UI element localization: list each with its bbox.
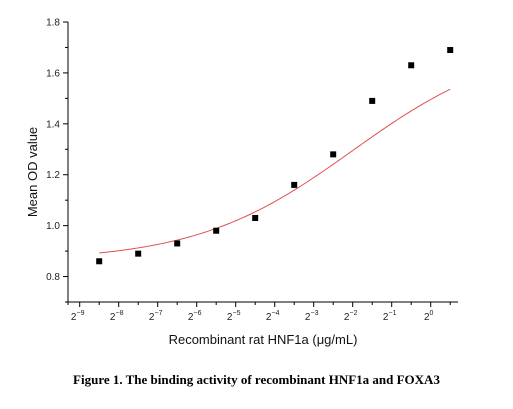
plot-area: 0.8 1.0 1.2 1.4 1.6 1.8 2−9 2−8 2−7 2−6 2−5 2−4 2−3… [46,18,458,323]
x-tick-label: 2−6 [188,310,202,323]
x-tick-label: 2−9 [71,310,85,323]
figure-caption: Figure 1. The binding activity of recomb… [73,372,440,387]
y-ticks: 0.8 1.0 1.2 1.4 1.6 1.8 [46,18,68,303]
data-points [96,47,454,265]
y-tick-label: 1.2 [46,170,60,181]
data-point [447,47,454,53]
data-point [291,181,298,188]
x-tick-label: 2−1 [383,310,397,323]
x-tick-label: 2−8 [110,310,124,323]
x-tick-label: 2−7 [149,310,163,323]
data-point [330,151,337,158]
y-tick-label: 0.8 [46,272,60,283]
data-point [408,62,415,69]
y-tick-label: 1.4 [46,119,60,130]
data-point [174,240,181,247]
data-point [213,227,220,234]
y-tick-label: 1.6 [46,68,60,79]
x-tick-label: 2−3 [305,310,319,323]
x-tick-label: 2−4 [266,310,280,323]
data-point [96,258,103,265]
y-tick-label: 1.0 [46,221,60,232]
data-point [252,215,259,221]
fit-curve [99,88,451,254]
y-axis-title: Mean OD value [25,127,40,217]
data-point [135,250,142,257]
data-point [369,97,376,104]
x-tick-label: 2−5 [227,310,241,323]
x-tick-label: 2−2 [344,310,358,323]
y-tick-label: 1.8 [46,18,60,29]
x-axis-title: Recombinant rat HNF1a (μg/mL) [169,332,358,347]
x-ticks: 2−9 2−8 2−7 2−6 2−5 2−4 2−3 2−2 2−1 20 [67,302,451,323]
x-tick-label: 20 [424,310,434,323]
